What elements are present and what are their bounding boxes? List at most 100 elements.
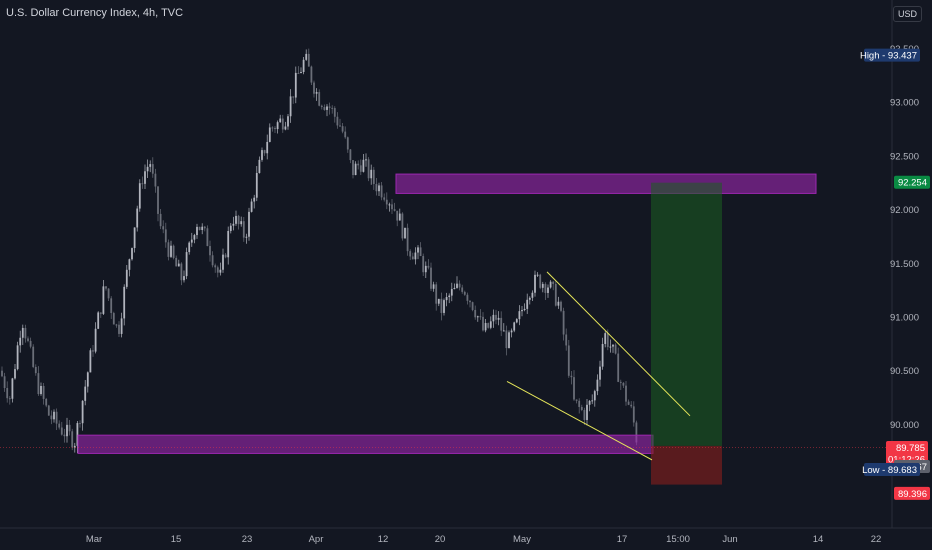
candle-body (136, 208, 139, 228)
candle-body (346, 137, 349, 150)
candle-body (84, 386, 87, 401)
candle-body (622, 382, 625, 386)
candle-body (484, 323, 487, 331)
candle-body (435, 284, 438, 304)
candle-body (120, 318, 123, 334)
y-tick-label: 91.000 (890, 312, 919, 323)
candle-body (539, 274, 542, 288)
candle-body (24, 327, 27, 339)
y-tick-label: 92.500 (890, 151, 919, 162)
supply-zone (395, 173, 817, 194)
x-tick-label: 23 (242, 534, 253, 545)
candle-body (586, 404, 588, 420)
candle-body (6, 388, 9, 399)
candle-body (466, 294, 469, 301)
y-tick-label: 91.500 (890, 259, 919, 270)
candle-body (32, 346, 35, 367)
candle-body (583, 409, 586, 420)
candle-body (409, 251, 412, 257)
candle-body (401, 213, 404, 239)
candle-body (367, 159, 370, 179)
candle-body (79, 423, 81, 425)
candle-body (482, 316, 484, 331)
candle-body (302, 59, 305, 73)
candle-body (619, 381, 622, 383)
candle-body (141, 183, 144, 185)
candle-body (398, 213, 401, 221)
target-badge-bg (894, 175, 930, 189)
low-badge: Low - 89.683 (862, 462, 920, 476)
candle-body (180, 263, 183, 281)
candle-body (357, 163, 360, 166)
candle-body (562, 310, 565, 335)
candle-body (417, 247, 419, 253)
candle-body (437, 298, 440, 304)
x-tick-label: 20 (435, 534, 446, 545)
candle-body (383, 197, 386, 200)
candle-body (253, 197, 256, 202)
last-price-badge-bg (886, 441, 928, 467)
candle-body (463, 291, 466, 295)
x-tick-label: 14 (813, 534, 824, 545)
candle-body (159, 213, 162, 227)
candle-body (567, 345, 570, 376)
x-tick-label: 12 (378, 534, 389, 545)
candle-body (541, 283, 544, 288)
candle-body (419, 247, 422, 257)
candle-body (378, 185, 380, 192)
candle-body (216, 267, 219, 273)
x-tick-label: 15 (171, 534, 182, 545)
position-loss-zone (651, 445, 722, 485)
candle-body (393, 209, 396, 211)
candle-body (349, 149, 352, 161)
candle-body (183, 276, 185, 281)
candle-body (73, 445, 76, 448)
candle-body (53, 411, 55, 420)
candle-body (502, 330, 505, 332)
candle-body (281, 118, 284, 130)
x-tick-label: 17 (617, 534, 628, 545)
candle-body (612, 344, 614, 347)
candle-body (505, 330, 508, 349)
candle-body (318, 92, 321, 106)
candle-body (362, 159, 365, 172)
stop-badge: 89.396 (894, 486, 930, 500)
low-badge-text: Low - 89.683 (862, 465, 917, 476)
candle-body (92, 350, 94, 352)
candle-body (245, 236, 248, 238)
candle-body (354, 163, 357, 176)
demand-zone (77, 434, 654, 454)
candle-body (162, 226, 165, 230)
candle-body (404, 227, 406, 239)
candle-body (328, 106, 331, 108)
candle-body (11, 378, 14, 399)
candle-body (396, 210, 399, 221)
candle-body (625, 385, 627, 402)
candle-body (63, 434, 66, 437)
target-badge: 92.254 (894, 175, 930, 189)
candle-body (341, 126, 344, 132)
candle-body (240, 221, 243, 225)
candle-body (14, 369, 16, 379)
candle-body (60, 427, 63, 435)
candle-body (406, 227, 409, 252)
candle-body (593, 391, 596, 401)
candle-body (151, 164, 154, 174)
candle-body (560, 301, 562, 311)
candle-body (99, 312, 102, 314)
y-tick-label: 93.000 (890, 98, 919, 109)
candle-body (27, 338, 29, 341)
candle-body (201, 226, 204, 231)
y-tick-label: 90.000 (890, 420, 919, 431)
position-profit-zone (651, 182, 722, 446)
candle-body (344, 131, 347, 138)
candle-body (453, 287, 456, 290)
y-tick-label: 90.500 (890, 366, 919, 377)
candle-body (635, 422, 638, 443)
candle-body (258, 159, 261, 173)
currency-button[interactable]: USD (892, 6, 922, 22)
candle-body (489, 321, 492, 328)
candle-body (307, 53, 310, 67)
candle-body (196, 226, 198, 236)
